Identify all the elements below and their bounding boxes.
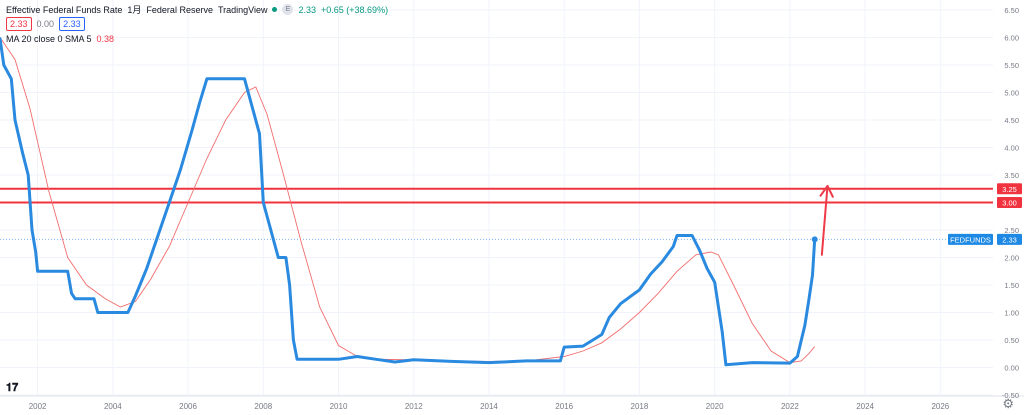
hline-tag-1: 3.25	[997, 183, 1022, 195]
y-tick-label: 4.00	[1004, 144, 1019, 153]
x-tick-label: 2020	[706, 402, 724, 411]
x-tick-label: 2004	[104, 402, 122, 411]
price-tag: 2.33	[997, 233, 1022, 245]
market-status-icon	[272, 7, 278, 12]
hline-tag-1-text: 3.25	[1002, 185, 1017, 194]
ohlc-box-1: 2.33	[6, 17, 32, 31]
source-label: Federal Reserve	[146, 4, 213, 15]
ohlc-box-3: 2.33	[59, 17, 85, 31]
x-tick-label: 2008	[254, 402, 272, 411]
x-tick-label: 2010	[330, 402, 348, 411]
hline-tag-1-bg	[997, 183, 1022, 195]
series-line-fedfunds	[0, 37, 817, 367]
ohlc-row: 2.33 0.00 2.33	[6, 17, 85, 31]
y-tick-label: 2.50	[1004, 226, 1019, 235]
symbol-tag-bg	[948, 233, 993, 245]
y-tick-label: 4.50	[1004, 116, 1019, 125]
x-tick-label: 2024	[856, 402, 874, 411]
x-tick-label: 2012	[405, 402, 423, 411]
y-tick-label: -0.50	[1002, 391, 1019, 400]
annotation-arrow	[820, 185, 829, 256]
ma-legend[interactable]: MA 20 close 0 SMA 5 0.38	[6, 34, 114, 44]
y-tick-label: 6.50	[1004, 6, 1019, 15]
y-tick-label: 5.50	[1004, 61, 1019, 70]
x-tick-label: 2002	[29, 402, 47, 411]
provider-label: TradingView	[217, 4, 268, 15]
symbol-tag: FEDFUNDS	[948, 233, 993, 245]
price-tag-bg	[997, 233, 1022, 245]
tradingview-logo-icon: 𝟏𝟕	[6, 382, 19, 394]
symbol-tag-text: FEDFUNDS	[950, 235, 991, 244]
y-tick-label: 5.00	[1004, 89, 1019, 98]
y-tick-label: 1.50	[1004, 281, 1019, 290]
hline-tag-2-text: 3.00	[1002, 199, 1017, 208]
last-point-marker	[811, 236, 818, 243]
y-tick-label: 6.00	[1004, 34, 1019, 43]
last-price: 2.33	[298, 4, 317, 15]
y-tick-label: 1.00	[1004, 309, 1019, 318]
chart-legend: Effective Federal Funds Rate 1月 Federal …	[6, 3, 388, 16]
x-tick-label: 2026	[931, 402, 949, 411]
x-tick-label: 2016	[555, 402, 573, 411]
gear-icon[interactable]: ⚙	[1002, 396, 1014, 411]
earnings-icon[interactable]: E	[282, 4, 294, 15]
annotation-arrow-head	[826, 185, 834, 198]
y-tick-label: 0.00	[1004, 364, 1019, 373]
symbol-title[interactable]: Effective Federal Funds Rate	[6, 4, 123, 15]
ma-value: 0.38	[96, 34, 115, 44]
y-tick-label: 0.50	[1004, 336, 1019, 345]
x-tick-label: 2022	[781, 402, 799, 411]
y-tick-label: 2.00	[1004, 254, 1019, 263]
interval-label[interactable]: 1月	[127, 5, 142, 15]
price-tag-text: 2.33	[1002, 235, 1017, 244]
annotation-arrow-head	[819, 185, 829, 197]
x-tick-label: 2006	[179, 402, 197, 411]
price-change: +0.65 (+38.69%)	[321, 4, 389, 15]
hline-tag-2: 3.00	[997, 197, 1022, 208]
x-tick-label: 2014	[480, 402, 498, 411]
ohlc-value-2: 0.00	[36, 19, 55, 29]
hline-tag-2-bg	[997, 197, 1022, 208]
x-tick-label: 2018	[631, 402, 649, 411]
ma-label: MA 20 close 0 SMA 5	[6, 34, 92, 44]
y-tick-label: 3.50	[1004, 171, 1019, 180]
